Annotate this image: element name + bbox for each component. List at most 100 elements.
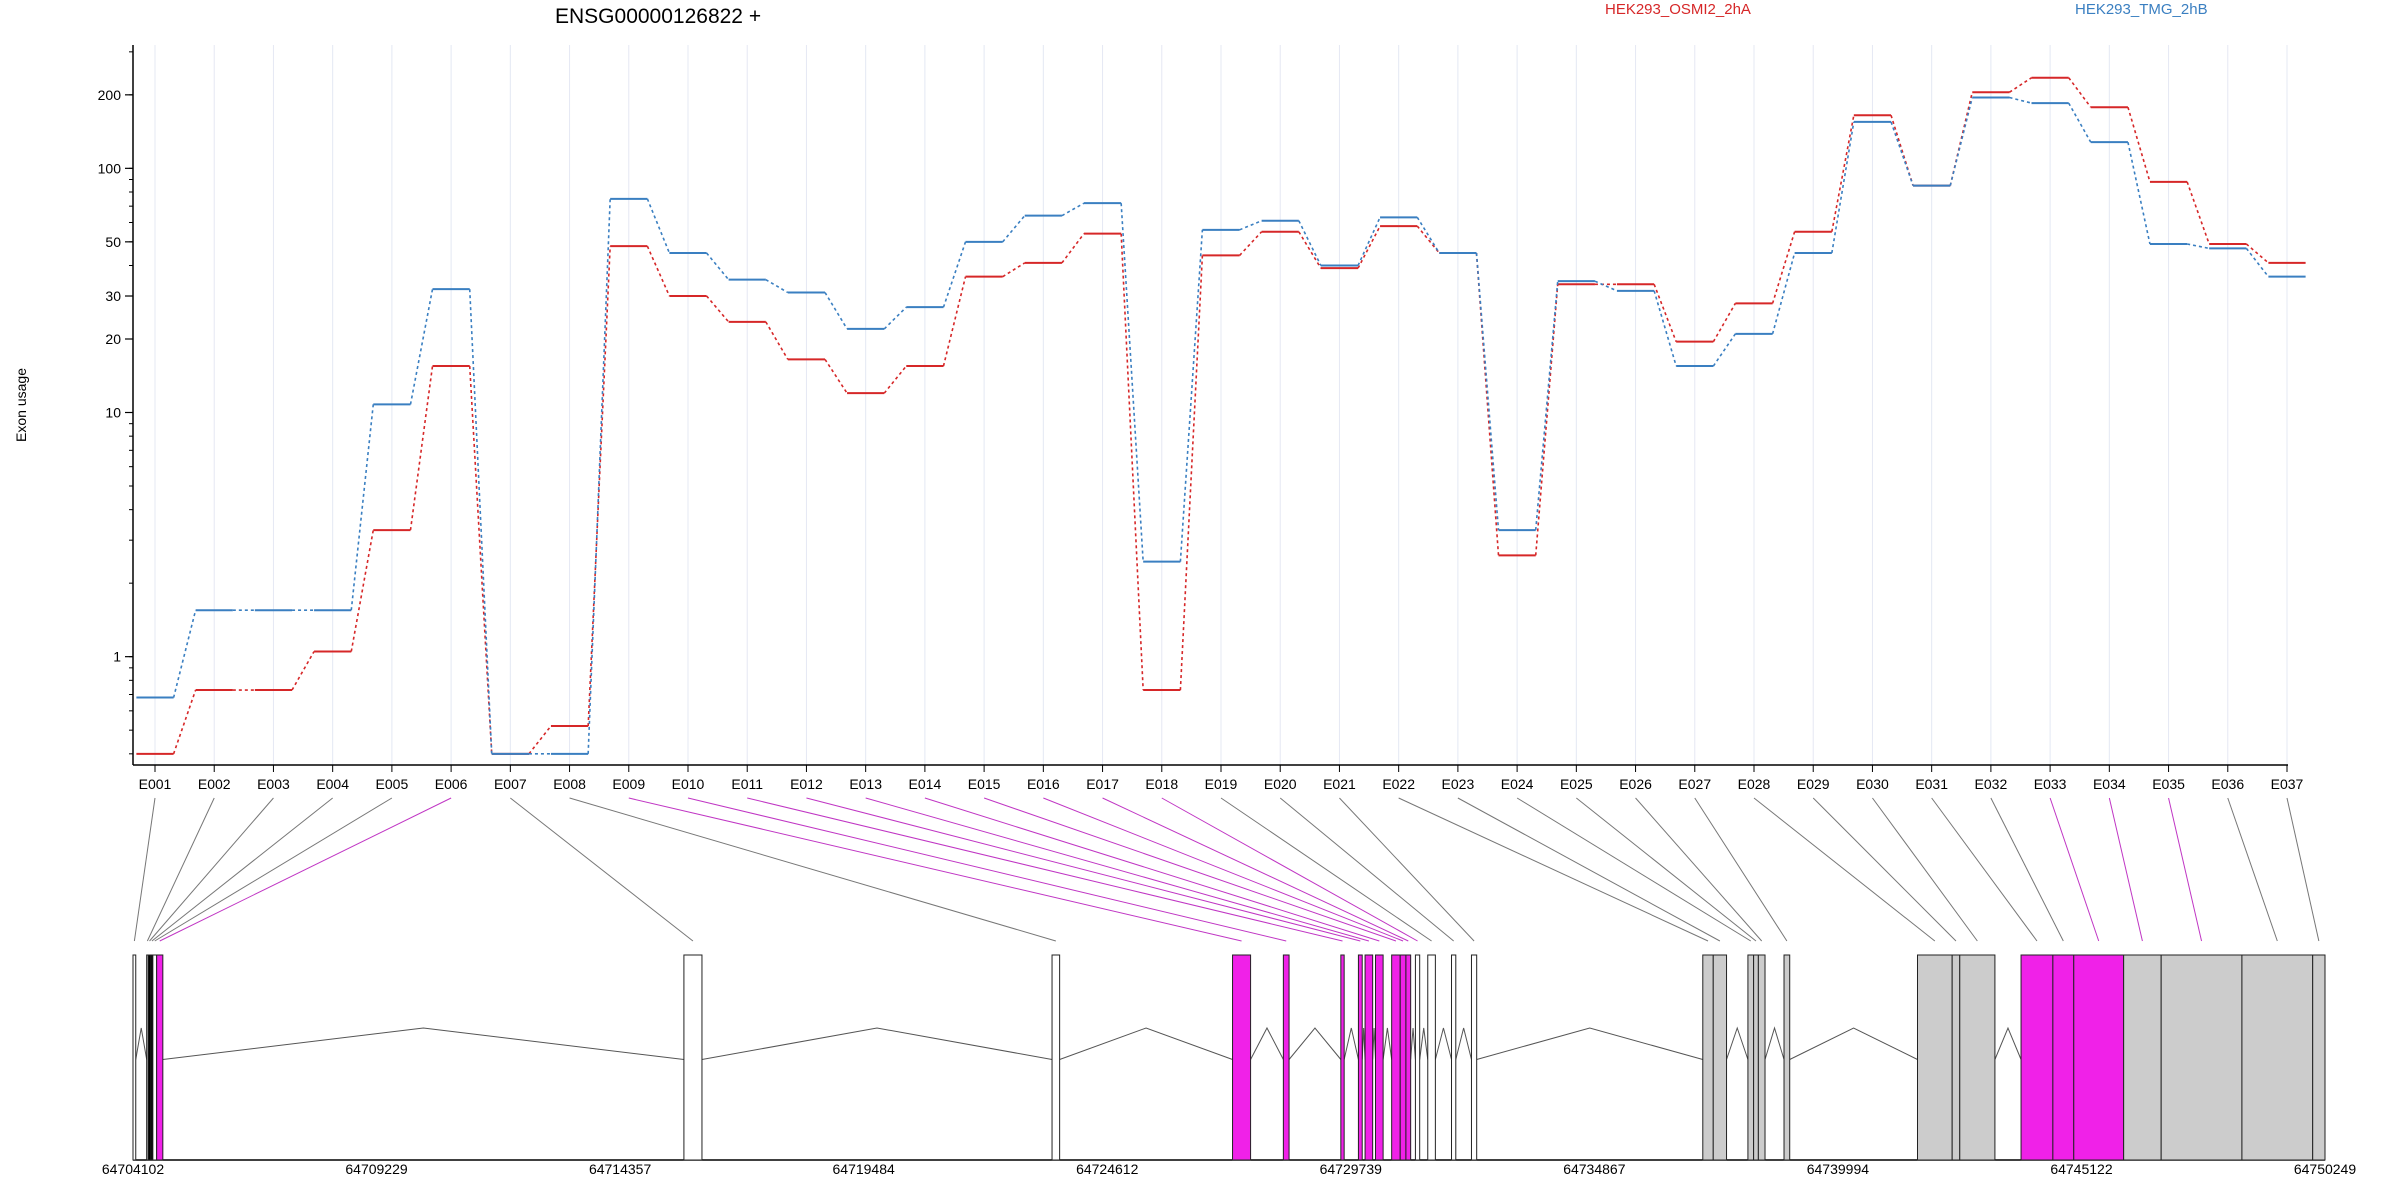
intron-line: [1059, 1027, 1233, 1060]
series-2-transition: [942, 241, 967, 308]
series-lines: [136, 76, 2306, 755]
x-tick-label-e030: E030: [1856, 776, 1889, 792]
genomic-tick-label: 64739994: [1807, 1161, 1870, 1177]
intron-line: [1410, 1027, 1416, 1060]
genomic-tick-label: 64704102: [102, 1161, 165, 1177]
x-tick-label-e002: E002: [198, 776, 231, 792]
connector-e036: [2227, 797, 2278, 942]
connector-e026: [1635, 797, 1763, 942]
series-2-transition: [1298, 220, 1322, 266]
series-2-transition: [2068, 102, 2092, 143]
series-1-transition: [1179, 255, 1204, 691]
x-tick-label-e036: E036: [2211, 776, 2244, 792]
series-2-transition: [1357, 217, 1381, 266]
gene-model: 64704102 64709229 64714357 64719484 64724612…: [102, 954, 2357, 1177]
connector-e013: [865, 797, 1370, 942]
series-2-transition: [1002, 215, 1026, 243]
exon-box-e005: [152, 954, 158, 1161]
x-tick-label-e011: E011: [731, 776, 763, 792]
connector-e022: [1398, 797, 1709, 942]
series-2-transition: [2127, 141, 2151, 245]
exon-box-e017: [1405, 954, 1412, 1161]
genomic-tick-label: 64750249: [2294, 1161, 2357, 1177]
exon-connectors: [133, 797, 2320, 942]
series-2-transition: [883, 306, 907, 330]
connector-e016: [1043, 797, 1404, 942]
series-1-transition: [1949, 92, 1974, 186]
series-2-transition: [1179, 229, 1204, 562]
genomic-tick-label: 64724612: [1076, 1161, 1139, 1177]
x-tick-label-e001: E001: [139, 776, 172, 792]
series-2-transition: [2009, 96, 2032, 104]
series-2-transition: [1831, 121, 1855, 254]
connector-e017: [1102, 797, 1409, 942]
exon-box-e029: [1951, 954, 1961, 1161]
series-2-transition: [1594, 280, 1618, 292]
x-tick-label-e031: E031: [1915, 776, 1948, 792]
y-axis-label: Exon usage: [13, 368, 29, 442]
exon-box-e037: [2312, 954, 2326, 1161]
x-tick-label-e032: E032: [1975, 776, 2008, 792]
series-1-transition: [2245, 243, 2269, 264]
series-2-transition: [2187, 243, 2210, 250]
exon-box-e021: [1470, 954, 1478, 1161]
intron-line: [1382, 1027, 1393, 1060]
exon-box-e007: [683, 954, 703, 1161]
intron-line: [1434, 1027, 1452, 1060]
connector-e025: [1576, 797, 1757, 942]
y-tick-label: 20: [105, 331, 121, 347]
exon-box-e013: [1364, 954, 1374, 1161]
y-tick-label: 10: [105, 405, 121, 421]
series-1-transition: [1831, 115, 1855, 232]
x-tick-label-e014: E014: [909, 776, 942, 792]
series-1-transition: [468, 365, 493, 754]
intron-line: [1250, 1026, 1284, 1060]
series-1-transition: [824, 358, 848, 394]
exon-box-e016: [1399, 954, 1407, 1161]
y-tick-label: 30: [105, 288, 121, 304]
connector-e012: [806, 797, 1361, 942]
intron-line: [1419, 1027, 1429, 1060]
connector-e020: [1279, 797, 1454, 942]
series-1-transition: [765, 321, 789, 360]
series-2-transition: [1653, 290, 1677, 367]
exon-box-e019: [1427, 954, 1436, 1161]
connector-e018: [1161, 797, 1418, 942]
connector-e030: [1872, 797, 1978, 942]
y-tick-label: 50: [105, 234, 121, 250]
x-tick-label-e008: E008: [553, 776, 586, 792]
x-tick-label-e035: E035: [2152, 776, 2185, 792]
series-1-transition: [1712, 302, 1737, 343]
series-2-transition: [1771, 252, 1796, 335]
series-2-transition: [1949, 97, 1974, 186]
intron-line: [1726, 1026, 1749, 1060]
legend-label-series-2: HEK293_TMG_2hB: [2075, 1, 2208, 18]
series-2-transition: [824, 292, 848, 330]
series-2-transition: [646, 198, 671, 254]
exon-box-e032: [2052, 954, 2075, 1161]
x-tick-label-e010: E010: [672, 776, 705, 792]
exon-box-e035: [2160, 954, 2243, 1161]
x-tick-label-e005: E005: [376, 776, 409, 792]
x-tick-label-e029: E029: [1797, 776, 1830, 792]
series-2-transition: [1890, 121, 1914, 186]
x-tick-label-e027: E027: [1678, 776, 1711, 792]
connector-e032: [1990, 797, 2064, 942]
connector-e037: [2286, 797, 2320, 942]
connector-e010: [687, 797, 1287, 942]
x-tick-label-e012: E012: [790, 776, 823, 792]
series-1-transition: [1002, 262, 1026, 278]
x-tick-label-e015: E015: [968, 776, 1001, 792]
genomic-tick-label: 64745122: [2050, 1161, 2113, 1177]
connector-e008: [569, 797, 1056, 942]
series-1-transition: [883, 365, 907, 394]
y-tick-label: 100: [98, 160, 122, 176]
exon-box-e009: [1232, 954, 1252, 1161]
intron-line: [1343, 1027, 1359, 1060]
series-2-transition: [705, 252, 730, 281]
connector-e028: [1753, 797, 1936, 942]
x-tick-label-e017: E017: [1086, 776, 1119, 792]
series-2-transition: [587, 198, 611, 754]
series-1-transition: [350, 529, 375, 652]
